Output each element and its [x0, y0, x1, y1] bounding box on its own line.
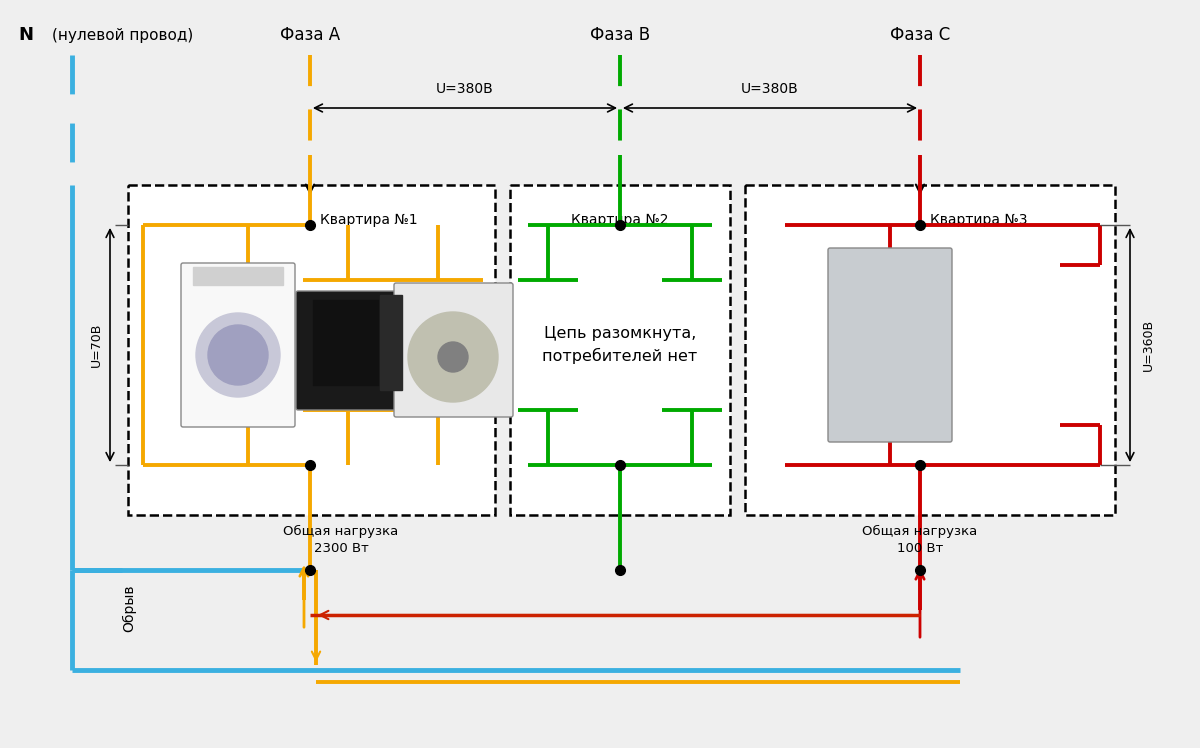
Text: Общая нагрузка
2300 Вт: Общая нагрузка 2300 Вт	[283, 525, 398, 555]
Text: Фаза А: Фаза А	[280, 26, 340, 44]
Text: Общая нагрузка
100 Вт: Общая нагрузка 100 Вт	[863, 525, 978, 555]
FancyBboxPatch shape	[394, 283, 514, 417]
Text: Фаза С: Фаза С	[890, 26, 950, 44]
Text: Квартира №2: Квартира №2	[571, 213, 668, 227]
FancyBboxPatch shape	[828, 248, 952, 442]
Text: N: N	[18, 26, 34, 44]
Bar	[128, 185, 496, 515]
Text: U=70В: U=70В	[90, 323, 102, 367]
Circle shape	[196, 313, 280, 397]
Text: Квартира №3: Квартира №3	[930, 213, 1027, 227]
Text: U=360В: U=360В	[1141, 319, 1154, 371]
Bar	[745, 185, 1115, 515]
Text: 100 Вт: 100 Вт	[868, 379, 912, 392]
Text: 600 Вт: 600 Вт	[416, 379, 460, 392]
Text: 1000 Вт: 1000 Вт	[222, 379, 274, 392]
Text: 700 Вт: 700 Вт	[326, 379, 370, 392]
Circle shape	[438, 342, 468, 372]
Bar	[313, 300, 378, 385]
Bar	[380, 295, 402, 390]
Text: Фаза В: Фаза В	[590, 26, 650, 44]
Circle shape	[408, 312, 498, 402]
FancyBboxPatch shape	[296, 291, 410, 410]
Text: U=380В: U=380В	[436, 82, 494, 96]
Bar	[510, 185, 730, 515]
Text: SAMSUNG: SAMSUNG	[454, 287, 493, 293]
Circle shape	[208, 325, 268, 385]
Bar	[193, 267, 283, 285]
FancyBboxPatch shape	[181, 263, 295, 427]
Text: Цепь разомкнута,
потребителей нет: Цепь разомкнута, потребителей нет	[542, 326, 697, 364]
Text: (нулевой провод): (нулевой провод)	[52, 28, 193, 43]
Text: Обрыв: Обрыв	[122, 585, 136, 633]
Text: U=380В: U=380В	[742, 82, 799, 96]
Text: Квартира №1: Квартира №1	[320, 213, 418, 227]
